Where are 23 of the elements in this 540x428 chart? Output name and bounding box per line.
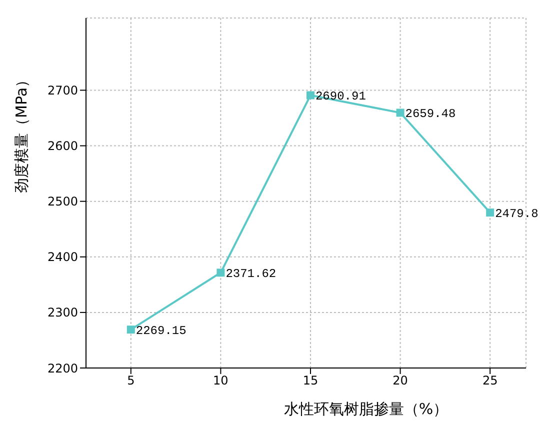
x-tick-label: 20 <box>392 374 408 388</box>
y-tick-label: 2500 <box>47 194 78 209</box>
y-tick-label: 2400 <box>47 250 78 264</box>
data-label: 2690.91 <box>315 90 366 104</box>
point <box>486 208 494 217</box>
point <box>126 326 135 334</box>
data-label: 2659.48 <box>405 106 456 121</box>
x-axis-title: 水性环氧树脂掺量（%） <box>284 400 448 418</box>
y-tick-label: 2200 <box>47 361 78 376</box>
x-tick-label: 15 <box>302 374 318 388</box>
y-tick-label: 2700 <box>47 83 78 98</box>
y-tick-label: 2300 <box>47 306 78 320</box>
y-tick-label: 2600 <box>47 139 78 154</box>
y-axis-title: 劲度模量（MPa） <box>12 72 30 193</box>
x-tick-label: 5 <box>127 374 135 388</box>
x-tick-label: 25 <box>482 374 498 388</box>
data-label: 2371.62 <box>226 266 276 281</box>
point <box>306 91 314 100</box>
data-label: 2269.15 <box>136 324 186 338</box>
point <box>396 108 404 117</box>
x-tick-label: 10 <box>213 374 228 388</box>
data-label: 2479.8 <box>495 206 538 221</box>
point <box>216 268 225 277</box>
